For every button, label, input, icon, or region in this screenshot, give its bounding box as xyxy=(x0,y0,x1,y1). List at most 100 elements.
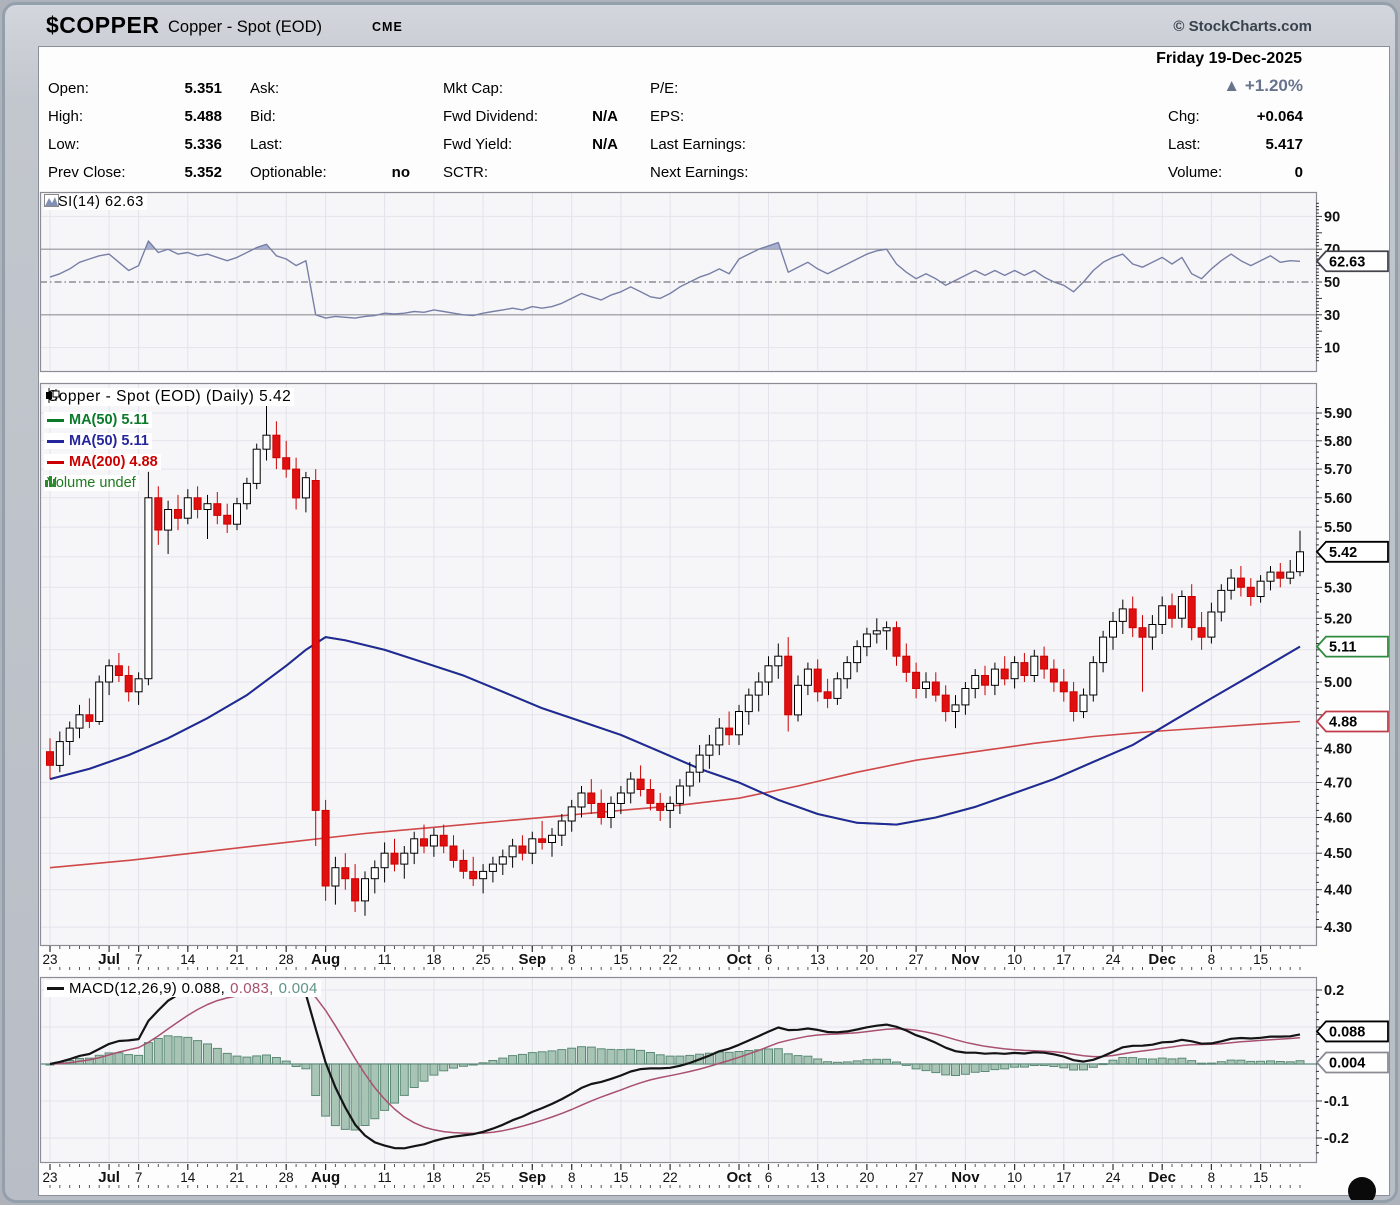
svg-text:15: 15 xyxy=(613,1170,628,1185)
main-legend-title-text: Copper - Spot (EOD) (Daily) 5.42 xyxy=(47,388,292,405)
svg-text:90: 90 xyxy=(1324,209,1340,225)
bid-label: Bid: xyxy=(250,108,276,125)
up-triangle-icon: ▲ xyxy=(1223,76,1241,95)
last-value: 5.417 xyxy=(1265,136,1303,153)
svg-text:27: 27 xyxy=(909,1170,924,1185)
low-label: Low: xyxy=(48,136,80,153)
svg-text:22: 22 xyxy=(663,952,678,967)
ma50-green-legend-text: MA(50) 5.11 xyxy=(69,412,149,428)
chart-date: Friday 19-Dec-2025 xyxy=(1156,50,1302,67)
svg-text:13: 13 xyxy=(810,1170,825,1185)
chg-value: +0.064 xyxy=(1256,108,1303,125)
symbol-name: Copper - Spot (EOD) xyxy=(168,18,323,36)
svg-text:Sep: Sep xyxy=(519,951,547,968)
prev-close-value: 5.352 xyxy=(184,164,222,181)
svg-text:18: 18 xyxy=(426,952,441,967)
percent-change: ▲ +1.20% xyxy=(1100,76,1303,96)
last-earnings-label: Last Earnings: xyxy=(650,136,746,153)
sctr-label: SCTR: xyxy=(443,164,488,181)
svg-text:14: 14 xyxy=(180,1170,196,1185)
optionable-label: Optionable: xyxy=(250,164,327,181)
fwd-yield-label: Fwd Yield: xyxy=(443,136,513,153)
low-value: 5.336 xyxy=(184,136,222,153)
svg-text:17: 17 xyxy=(1056,1170,1071,1185)
ask-label: Ask: xyxy=(250,80,280,97)
svg-text:6: 6 xyxy=(765,1170,773,1185)
svg-text:50: 50 xyxy=(1324,275,1340,291)
svg-text:24: 24 xyxy=(1105,952,1121,967)
svg-text:23: 23 xyxy=(42,952,57,967)
svg-text:-0.2: -0.2 xyxy=(1324,1131,1349,1147)
svg-text:5.80: 5.80 xyxy=(1324,434,1352,450)
svg-text:25: 25 xyxy=(476,1170,491,1185)
candlestick-icon xyxy=(46,388,60,403)
svg-text:15: 15 xyxy=(613,952,628,967)
svg-text:Sep: Sep xyxy=(519,1169,547,1186)
macd-legend-hist: 0.004 xyxy=(278,980,318,997)
svg-text:24: 24 xyxy=(1105,1170,1121,1185)
svg-text:Nov: Nov xyxy=(951,951,980,968)
svg-text:15: 15 xyxy=(1253,952,1268,967)
last-label: Last: xyxy=(1168,136,1201,153)
svg-text:21: 21 xyxy=(229,952,244,967)
chart-canvas: 5.90 5.80 5.70 5.60 5.50 5.30 5.20 5.00 4.80 4.70… xyxy=(39,191,1389,1200)
svg-text:20: 20 xyxy=(859,1170,874,1185)
volume-value: 0 xyxy=(1294,164,1303,181)
svg-text:62.63: 62.63 xyxy=(1329,254,1365,270)
ma50-blue-legend-text: MA(50) 5.11 xyxy=(69,433,149,449)
svg-text:8: 8 xyxy=(1208,952,1216,967)
svg-text:4.60: 4.60 xyxy=(1324,810,1352,826)
svg-text:30: 30 xyxy=(1324,308,1340,324)
main-legend-title: Copper - Spot (EOD) (Daily) 5.42 xyxy=(44,388,295,406)
mkt-cap-label: Mkt Cap: xyxy=(443,80,504,97)
svg-text:21: 21 xyxy=(229,1170,244,1185)
svg-text:4.70: 4.70 xyxy=(1324,776,1352,792)
svg-text:18: 18 xyxy=(426,1170,441,1185)
svg-text:5.42: 5.42 xyxy=(1329,545,1357,561)
svg-text:Dec: Dec xyxy=(1148,1169,1176,1186)
svg-text:Aug: Aug xyxy=(311,1169,340,1186)
svg-text:13: 13 xyxy=(810,952,825,967)
fwd-dividend-label: Fwd Dividend: xyxy=(443,108,539,125)
svg-text:Dec: Dec xyxy=(1148,951,1176,968)
svg-text:5.20: 5.20 xyxy=(1324,611,1352,627)
svg-text:7: 7 xyxy=(135,952,143,967)
fwd-dividend-value: N/A xyxy=(592,108,618,125)
svg-text:0.2: 0.2 xyxy=(1324,983,1344,999)
ma50-green-line-icon xyxy=(47,418,64,422)
macd-legend-signal: 0.083, xyxy=(230,980,274,997)
fwd-yield-value: N/A xyxy=(592,136,618,153)
exchange-label: CME xyxy=(372,20,403,34)
open-label: Open: xyxy=(48,80,89,97)
svg-text:4.30: 4.30 xyxy=(1324,920,1352,936)
svg-text:6: 6 xyxy=(765,952,773,967)
svg-text:22: 22 xyxy=(663,1170,678,1185)
svg-text:4.80: 4.80 xyxy=(1324,741,1352,757)
rsi-icon xyxy=(44,194,59,207)
svg-text:20: 20 xyxy=(859,952,874,967)
svg-text:Nov: Nov xyxy=(951,1169,980,1186)
svg-text:25: 25 xyxy=(476,952,491,967)
volume-label: Volume: xyxy=(1168,164,1223,181)
svg-text:14: 14 xyxy=(180,952,196,967)
last-quote-label: Last: xyxy=(250,136,283,153)
svg-text:5.70: 5.70 xyxy=(1324,462,1352,478)
macd-legend-main: MACD(12,26,9) 0.088, xyxy=(69,980,226,997)
ma200-legend: MA(200) 4.88 xyxy=(44,454,161,470)
rsi-legend-text: RSI(14) 62.63 xyxy=(47,194,144,210)
svg-text:7: 7 xyxy=(135,1170,143,1185)
optionable-value: no xyxy=(391,164,410,181)
stockcharts-brand: © StockCharts.com xyxy=(1173,18,1312,35)
macd-line-icon xyxy=(47,987,64,990)
ma200-legend-text: MA(200) 4.88 xyxy=(69,454,158,470)
svg-text:4.88: 4.88 xyxy=(1329,714,1357,730)
ma50-blue-line-icon xyxy=(47,439,64,443)
svg-text:Oct: Oct xyxy=(726,1169,751,1186)
svg-text:11: 11 xyxy=(378,1170,392,1185)
next-earnings-label: Next Earnings: xyxy=(650,164,749,181)
svg-text:28: 28 xyxy=(279,952,294,967)
svg-text:11: 11 xyxy=(378,952,392,967)
svg-text:17: 17 xyxy=(1056,952,1071,967)
svg-text:-0.1: -0.1 xyxy=(1324,1094,1349,1110)
